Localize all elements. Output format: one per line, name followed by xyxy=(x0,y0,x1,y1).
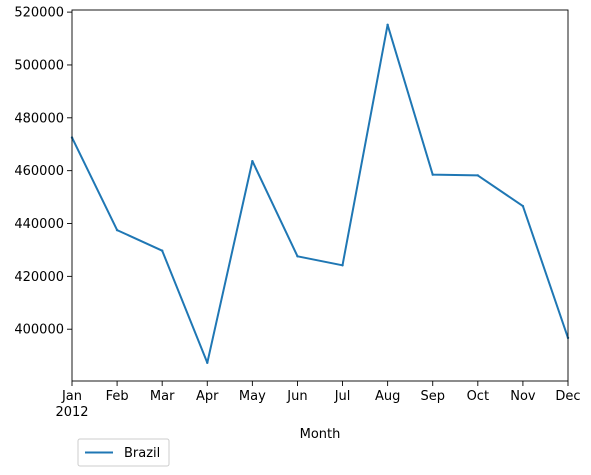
data-point xyxy=(521,204,525,208)
plot-frame xyxy=(71,9,569,382)
x-tick-label: Oct xyxy=(467,389,489,404)
legend-box xyxy=(77,438,170,467)
x-tick-label: Feb xyxy=(106,389,129,404)
data-point xyxy=(386,23,389,26)
x-tick-label: Nov xyxy=(510,389,536,404)
x-tick-label: May xyxy=(239,389,266,404)
x-tick-label: Apr xyxy=(196,389,219,404)
series-line-brazil xyxy=(71,23,569,364)
x-axis: Jan Feb Mar Apr May Jun Jul Aug Sep Oct Nov Dec 2012 xyxy=(55,381,581,420)
y-tick-label: 500000 xyxy=(14,58,64,73)
x-year-label: 2012 xyxy=(55,405,88,420)
y-tick-label: 520000 xyxy=(14,6,64,21)
data-point xyxy=(115,228,119,232)
x-tick-label: Sep xyxy=(420,389,445,404)
y-axis: 400000 420000 440000 460000 480000 500000 5200… xyxy=(14,6,72,338)
data-point xyxy=(296,255,299,258)
plot-background xyxy=(72,10,568,381)
y-tick-label: 400000 xyxy=(14,323,64,338)
x-tick-label: Dec xyxy=(555,389,580,404)
x-tick-label: Mar xyxy=(150,389,175,404)
data-point xyxy=(431,173,434,176)
data-point xyxy=(206,361,209,364)
y-tick-label: 440000 xyxy=(14,217,64,232)
y-tick-label: 460000 xyxy=(14,164,64,179)
x-tick-label: Jul xyxy=(334,389,351,404)
data-point xyxy=(160,249,164,252)
data-point xyxy=(251,159,254,163)
data-point xyxy=(476,174,480,177)
x-tick-label: Jun xyxy=(286,389,307,404)
x-tick-label: Aug xyxy=(375,389,400,404)
plot-area xyxy=(70,23,570,364)
data-point xyxy=(341,264,344,267)
legend-label-brazil: Brazil xyxy=(124,446,160,461)
y-tick-label: 420000 xyxy=(14,270,64,285)
y-tick-label: 480000 xyxy=(14,111,64,126)
x-tick-label: Jan xyxy=(61,389,82,404)
x-axis-title: Month xyxy=(300,427,341,442)
legend: Brazil xyxy=(77,438,170,467)
